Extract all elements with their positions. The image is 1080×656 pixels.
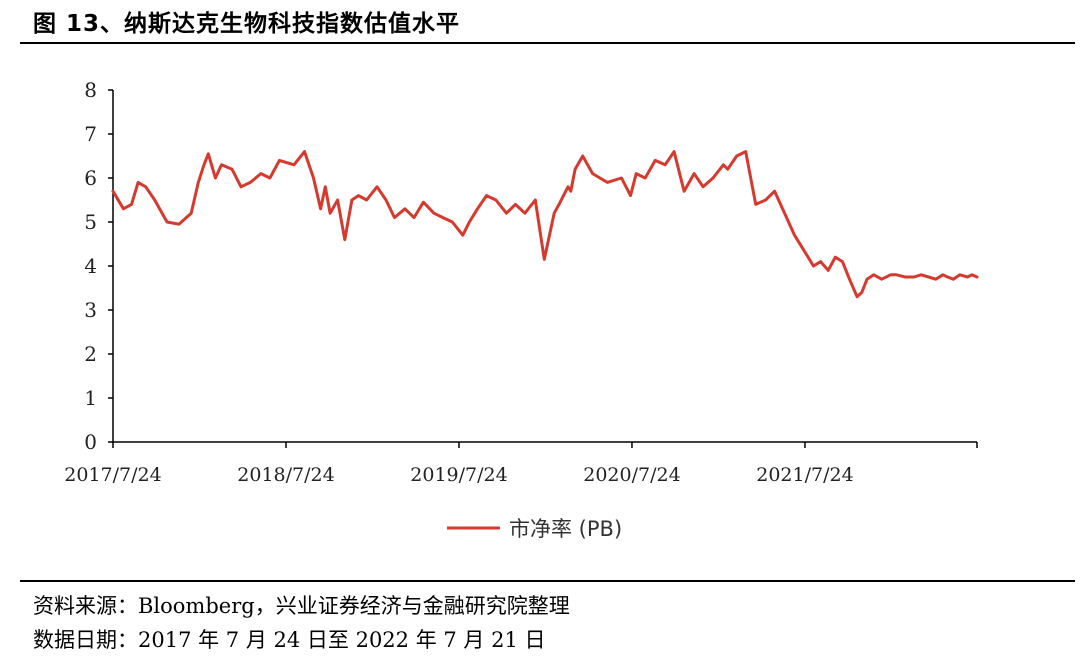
x-tick-label: 2021/7/24: [756, 464, 853, 486]
y-tick-label: 1: [84, 386, 97, 410]
y-tick-label: 5: [84, 210, 97, 234]
legend-label: 市净率 (PB): [509, 517, 622, 541]
x-axis-ticks: 2017/7/24 2018/7/24 2019/7/24 2020/7/24 2021…: [64, 442, 978, 486]
bottom-divider: [20, 580, 1075, 582]
series-line: [111, 150, 979, 299]
y-axis-ticks: 0 1 2 3 4 5 6 7 8: [84, 78, 113, 454]
x-tick-label: 2020/7/24: [583, 464, 680, 486]
y-tick-label: 2: [84, 342, 97, 366]
x-tick-label: 2018/7/24: [237, 464, 334, 486]
y-tick-label: 6: [84, 166, 97, 190]
figure-title: 图 13、纳斯达克生物科技指数估值水平: [33, 11, 461, 37]
y-tick-label: 7: [84, 122, 97, 146]
x-tick-label: 2019/7/24: [410, 464, 507, 486]
y-tick-label: 4: [84, 254, 97, 278]
x-tick-label: 2017/7/24: [64, 464, 161, 486]
top-divider: [20, 42, 1075, 44]
source-note: 资料来源：Bloomberg，兴业证券经济与金融研究院整理: [33, 594, 570, 618]
y-tick-label: 3: [84, 298, 97, 322]
y-tick-label: 0: [84, 430, 97, 454]
series-layer: [111, 150, 979, 299]
chart-axes: [112, 90, 977, 443]
pb-line-chart: 0 1 2 3 4 5 6 7 8 2017/7/24 2018/7/24 2019/7/24 202…: [64, 78, 979, 541]
date-note: 数据日期：2017 年 7 月 24 日至 2022 年 7 月 21 日: [33, 628, 546, 652]
y-tick-label: 8: [84, 78, 97, 102]
legend: 市净率 (PB): [447, 517, 622, 541]
